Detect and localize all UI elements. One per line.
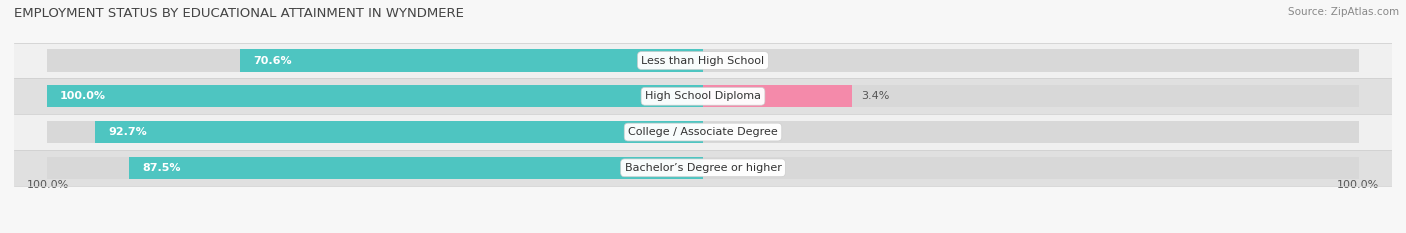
Bar — [94, 121, 703, 143]
Bar — [46, 49, 703, 72]
Text: 3.4%: 3.4% — [862, 91, 890, 101]
Text: Less than High School: Less than High School — [641, 55, 765, 65]
Bar — [240, 49, 703, 72]
Bar — [46, 85, 703, 107]
Bar — [46, 157, 703, 179]
Bar — [703, 121, 1360, 143]
Bar — [46, 85, 703, 107]
Text: 87.5%: 87.5% — [142, 163, 180, 173]
Text: 0.0%: 0.0% — [713, 55, 741, 65]
Text: 70.6%: 70.6% — [253, 55, 291, 65]
Text: 100.0%: 100.0% — [27, 180, 69, 190]
Bar — [703, 157, 1360, 179]
Text: Source: ZipAtlas.com: Source: ZipAtlas.com — [1288, 7, 1399, 17]
Bar — [703, 85, 1360, 107]
Bar — [14, 150, 1392, 186]
Bar — [46, 121, 703, 143]
Bar — [703, 49, 1360, 72]
Text: College / Associate Degree: College / Associate Degree — [628, 127, 778, 137]
Text: High School Diploma: High School Diploma — [645, 91, 761, 101]
Text: EMPLOYMENT STATUS BY EDUCATIONAL ATTAINMENT IN WYNDMERE: EMPLOYMENT STATUS BY EDUCATIONAL ATTAINM… — [14, 7, 464, 20]
Text: 100.0%: 100.0% — [60, 91, 105, 101]
Bar — [14, 114, 1392, 150]
Text: 100.0%: 100.0% — [1337, 180, 1379, 190]
Text: Bachelor’s Degree or higher: Bachelor’s Degree or higher — [624, 163, 782, 173]
Bar — [14, 43, 1392, 79]
Bar — [14, 79, 1392, 114]
Bar — [129, 157, 703, 179]
Text: 0.0%: 0.0% — [713, 163, 741, 173]
Text: 92.7%: 92.7% — [108, 127, 146, 137]
Text: 0.0%: 0.0% — [713, 127, 741, 137]
Bar — [703, 85, 852, 107]
